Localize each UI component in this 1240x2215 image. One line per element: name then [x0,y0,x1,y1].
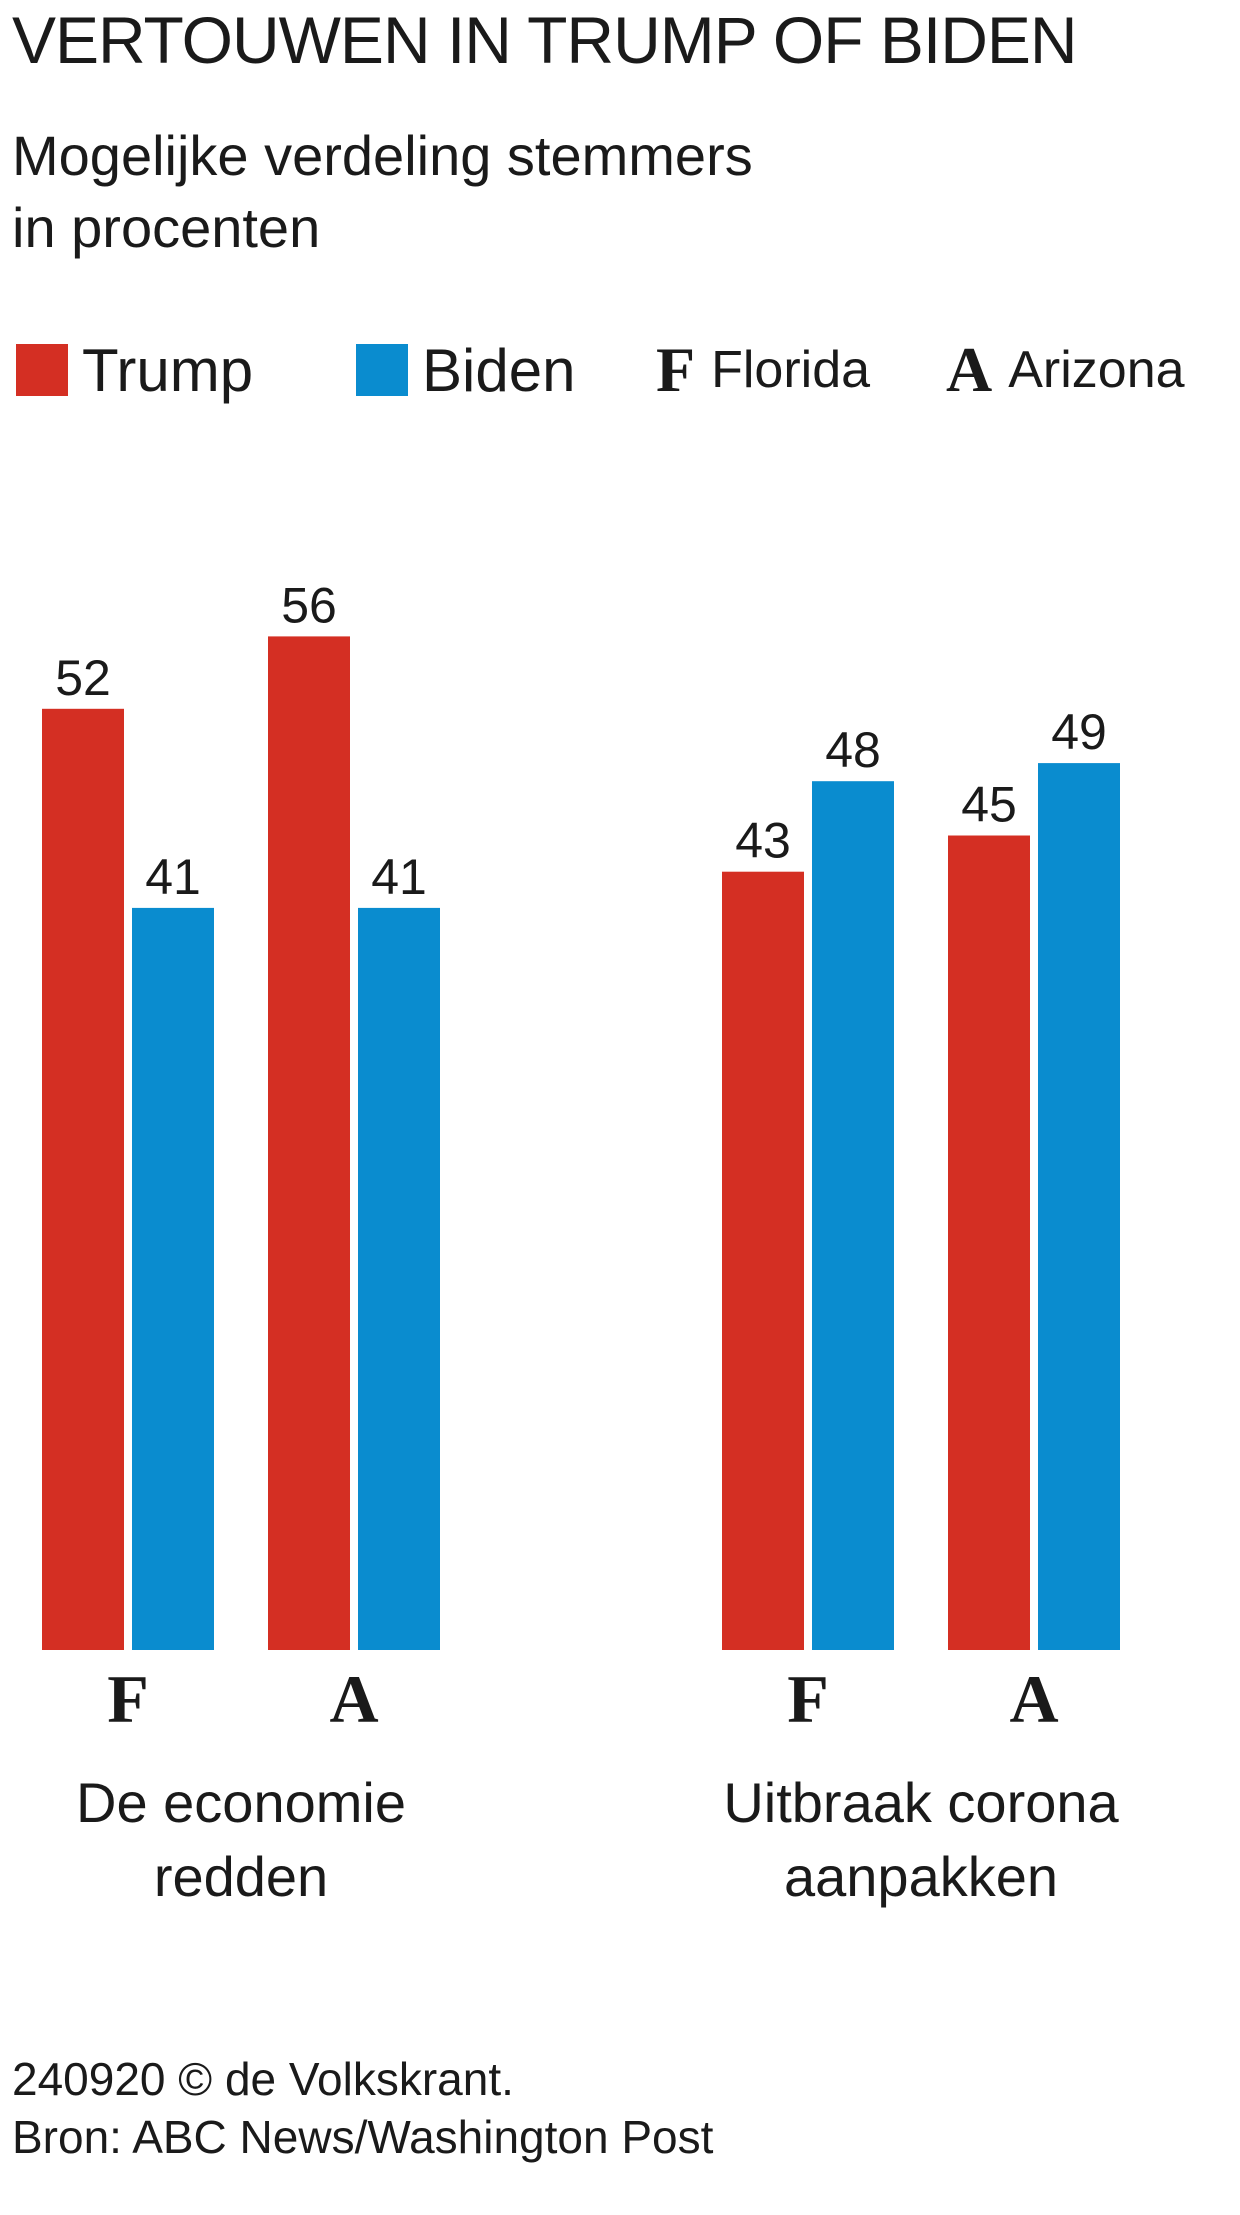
legend-label-arizona: Arizona [1008,341,1185,399]
group-label-line2-group2: aanpakken [784,1845,1058,1908]
legend-label-trump: Trump [82,336,254,404]
legend-item-florida: F Florida [656,330,870,410]
tick-letter-arizona-group1: A [329,1661,378,1737]
chart-title: VERTOUWEN IN TRUMP OF BIDEN [12,3,1078,77]
data-label-trump-arizona-group1: 56 [281,577,337,633]
legend-label-florida: Florida [711,341,871,399]
data-label-trump-florida-group1: 52 [55,650,111,706]
bar-biden-florida-group2 [812,781,894,1650]
bar-chart: 52 41 F 56 41 A De economie redden 43 48 F 45 49 A Uit… [42,577,1120,1908]
data-label-trump-arizona-group2: 45 [961,777,1017,833]
subtitle-line-2: in procenten [12,196,321,259]
legend: Trump Biden F Florida A Arizona [16,330,1226,410]
legend-letter-arizona: A [946,334,993,405]
legend-label-biden: Biden [422,336,576,404]
tick-letter-arizona-group2: A [1009,1661,1058,1737]
bar-biden-arizona-group2 [1038,763,1120,1650]
footer-source: Bron: ABC News/Washington Post [12,2111,714,2163]
legend-letter-florida: F [656,334,696,405]
legend-swatch-trump [16,344,68,396]
data-label-trump-florida-group2: 43 [735,813,791,869]
bar-trump-florida-group1 [42,708,124,1650]
group-label-line1-group2: Uitbraak corona [723,1771,1119,1834]
bar-trump-arizona-group1 [268,636,350,1650]
group-label-line2-group1: redden [154,1845,328,1908]
bar-biden-arizona-group1 [358,907,440,1650]
data-label-biden-arizona-group2: 49 [1051,704,1107,760]
data-label-biden-florida-group2: 48 [825,722,881,778]
data-label-biden-arizona-group1: 41 [371,849,427,905]
legend-item-arizona: A Arizona [946,330,1185,410]
subtitle-line-1: Mogelijke verdeling stemmers [12,124,753,187]
bar-biden-florida-group1 [132,907,214,1650]
footer: 240920 © de Volkskrant. Bron: ABC News/W… [12,2050,713,2166]
group-label-line1-group1: De economie [76,1771,406,1834]
footer-credit: 240920 © de Volkskrant. [12,2053,514,2105]
data-label-biden-florida-group1: 41 [145,849,201,905]
bar-trump-arizona-group2 [948,835,1030,1650]
legend-swatch-biden [356,344,408,396]
legend-item-biden: Biden [356,330,575,410]
chart-subtitle: Mogelijke verdeling stemmers in procente… [12,120,912,264]
bar-trump-florida-group2 [722,871,804,1650]
legend-item-trump: Trump [16,330,253,410]
tick-letter-florida-group1: F [107,1661,149,1737]
tick-letter-florida-group2: F [787,1661,829,1737]
